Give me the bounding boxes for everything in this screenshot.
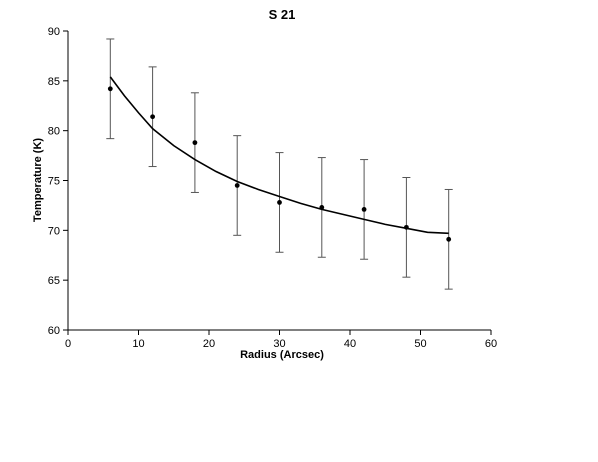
y-tick-label: 90: [48, 26, 60, 38]
error-bars: [106, 38, 453, 290]
x-axis-label: Radius (Arcsec): [240, 349, 324, 361]
data-point: [277, 200, 282, 205]
data-point: [361, 207, 367, 212]
x-tick-label: 0: [65, 338, 71, 350]
y-tick-label: 85: [48, 76, 60, 88]
data-point: [150, 114, 156, 120]
data-points: [107, 86, 452, 242]
x-tick-label: 20: [203, 338, 215, 350]
data-point: [404, 224, 409, 230]
y-axis-label: Temperature (K): [32, 138, 44, 222]
fit-curve: [109, 76, 449, 235]
x-tick-label: 50: [414, 338, 426, 350]
x-tick-label: 30: [273, 338, 285, 350]
chart-title: S 21: [269, 7, 296, 22]
y-tick-label: 65: [48, 275, 60, 287]
data-point: [319, 205, 325, 210]
data-point: [192, 140, 198, 146]
ticks: 0 10 20 30 40 50 60 60 65 70 75 80 85 90: [48, 26, 497, 350]
x-tick-label: 10: [132, 338, 144, 350]
x-tick-label: 60: [485, 338, 497, 350]
data-point: [446, 236, 452, 242]
y-tick-label: 80: [48, 126, 60, 138]
y-tick-label: 70: [48, 225, 60, 237]
x-tick-label: 40: [344, 338, 356, 350]
y-tick-label: 75: [48, 176, 60, 188]
data-point: [107, 86, 113, 92]
y-tick-label: 60: [48, 325, 60, 337]
data-point: [234, 183, 240, 188]
